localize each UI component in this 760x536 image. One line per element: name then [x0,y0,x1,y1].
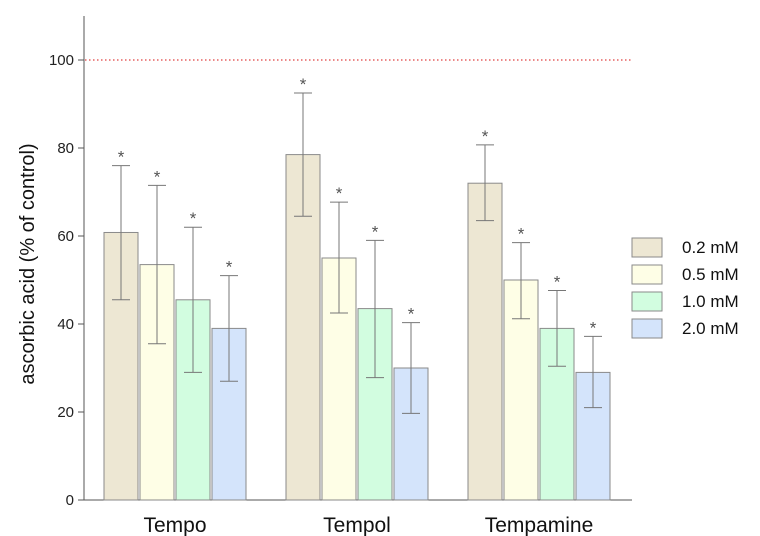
significance-marker: * [118,148,125,167]
significance-marker: * [482,127,489,146]
significance-marker: * [518,225,525,244]
legend-label: 0.2 mM [682,238,739,257]
y-tick-label: 20 [57,404,74,421]
y-tick-label: 40 [57,316,74,333]
y-tick-label: 0 [66,492,74,509]
x-category-label: Tempamine [485,514,594,536]
legend-swatch [631,291,663,312]
x-category-label: Tempo [143,514,206,536]
y-tick-label: 100 [49,52,74,69]
significance-marker: * [226,258,233,277]
significance-marker: * [190,209,197,228]
legend-label: 1.0 mM [682,292,739,311]
significance-marker: * [154,167,161,186]
significance-marker: * [590,318,597,337]
significance-marker: * [336,184,343,203]
legend-swatch [631,264,663,285]
y-tick-label: 80 [57,140,74,157]
x-category-label: Tempol [323,514,391,536]
significance-marker: * [372,222,379,241]
legend-label: 0.5 mM [682,265,739,284]
legend-swatch [631,237,663,258]
y-axis-title: ascorbic acid (% of control) [17,143,39,384]
legend-swatch [631,318,663,339]
y-tick-label: 60 [57,228,74,245]
legend-label: 2.0 mM [682,319,739,338]
bar [467,182,503,501]
significance-marker: * [554,273,561,292]
significance-marker: * [300,75,307,94]
significance-marker: * [408,305,415,324]
